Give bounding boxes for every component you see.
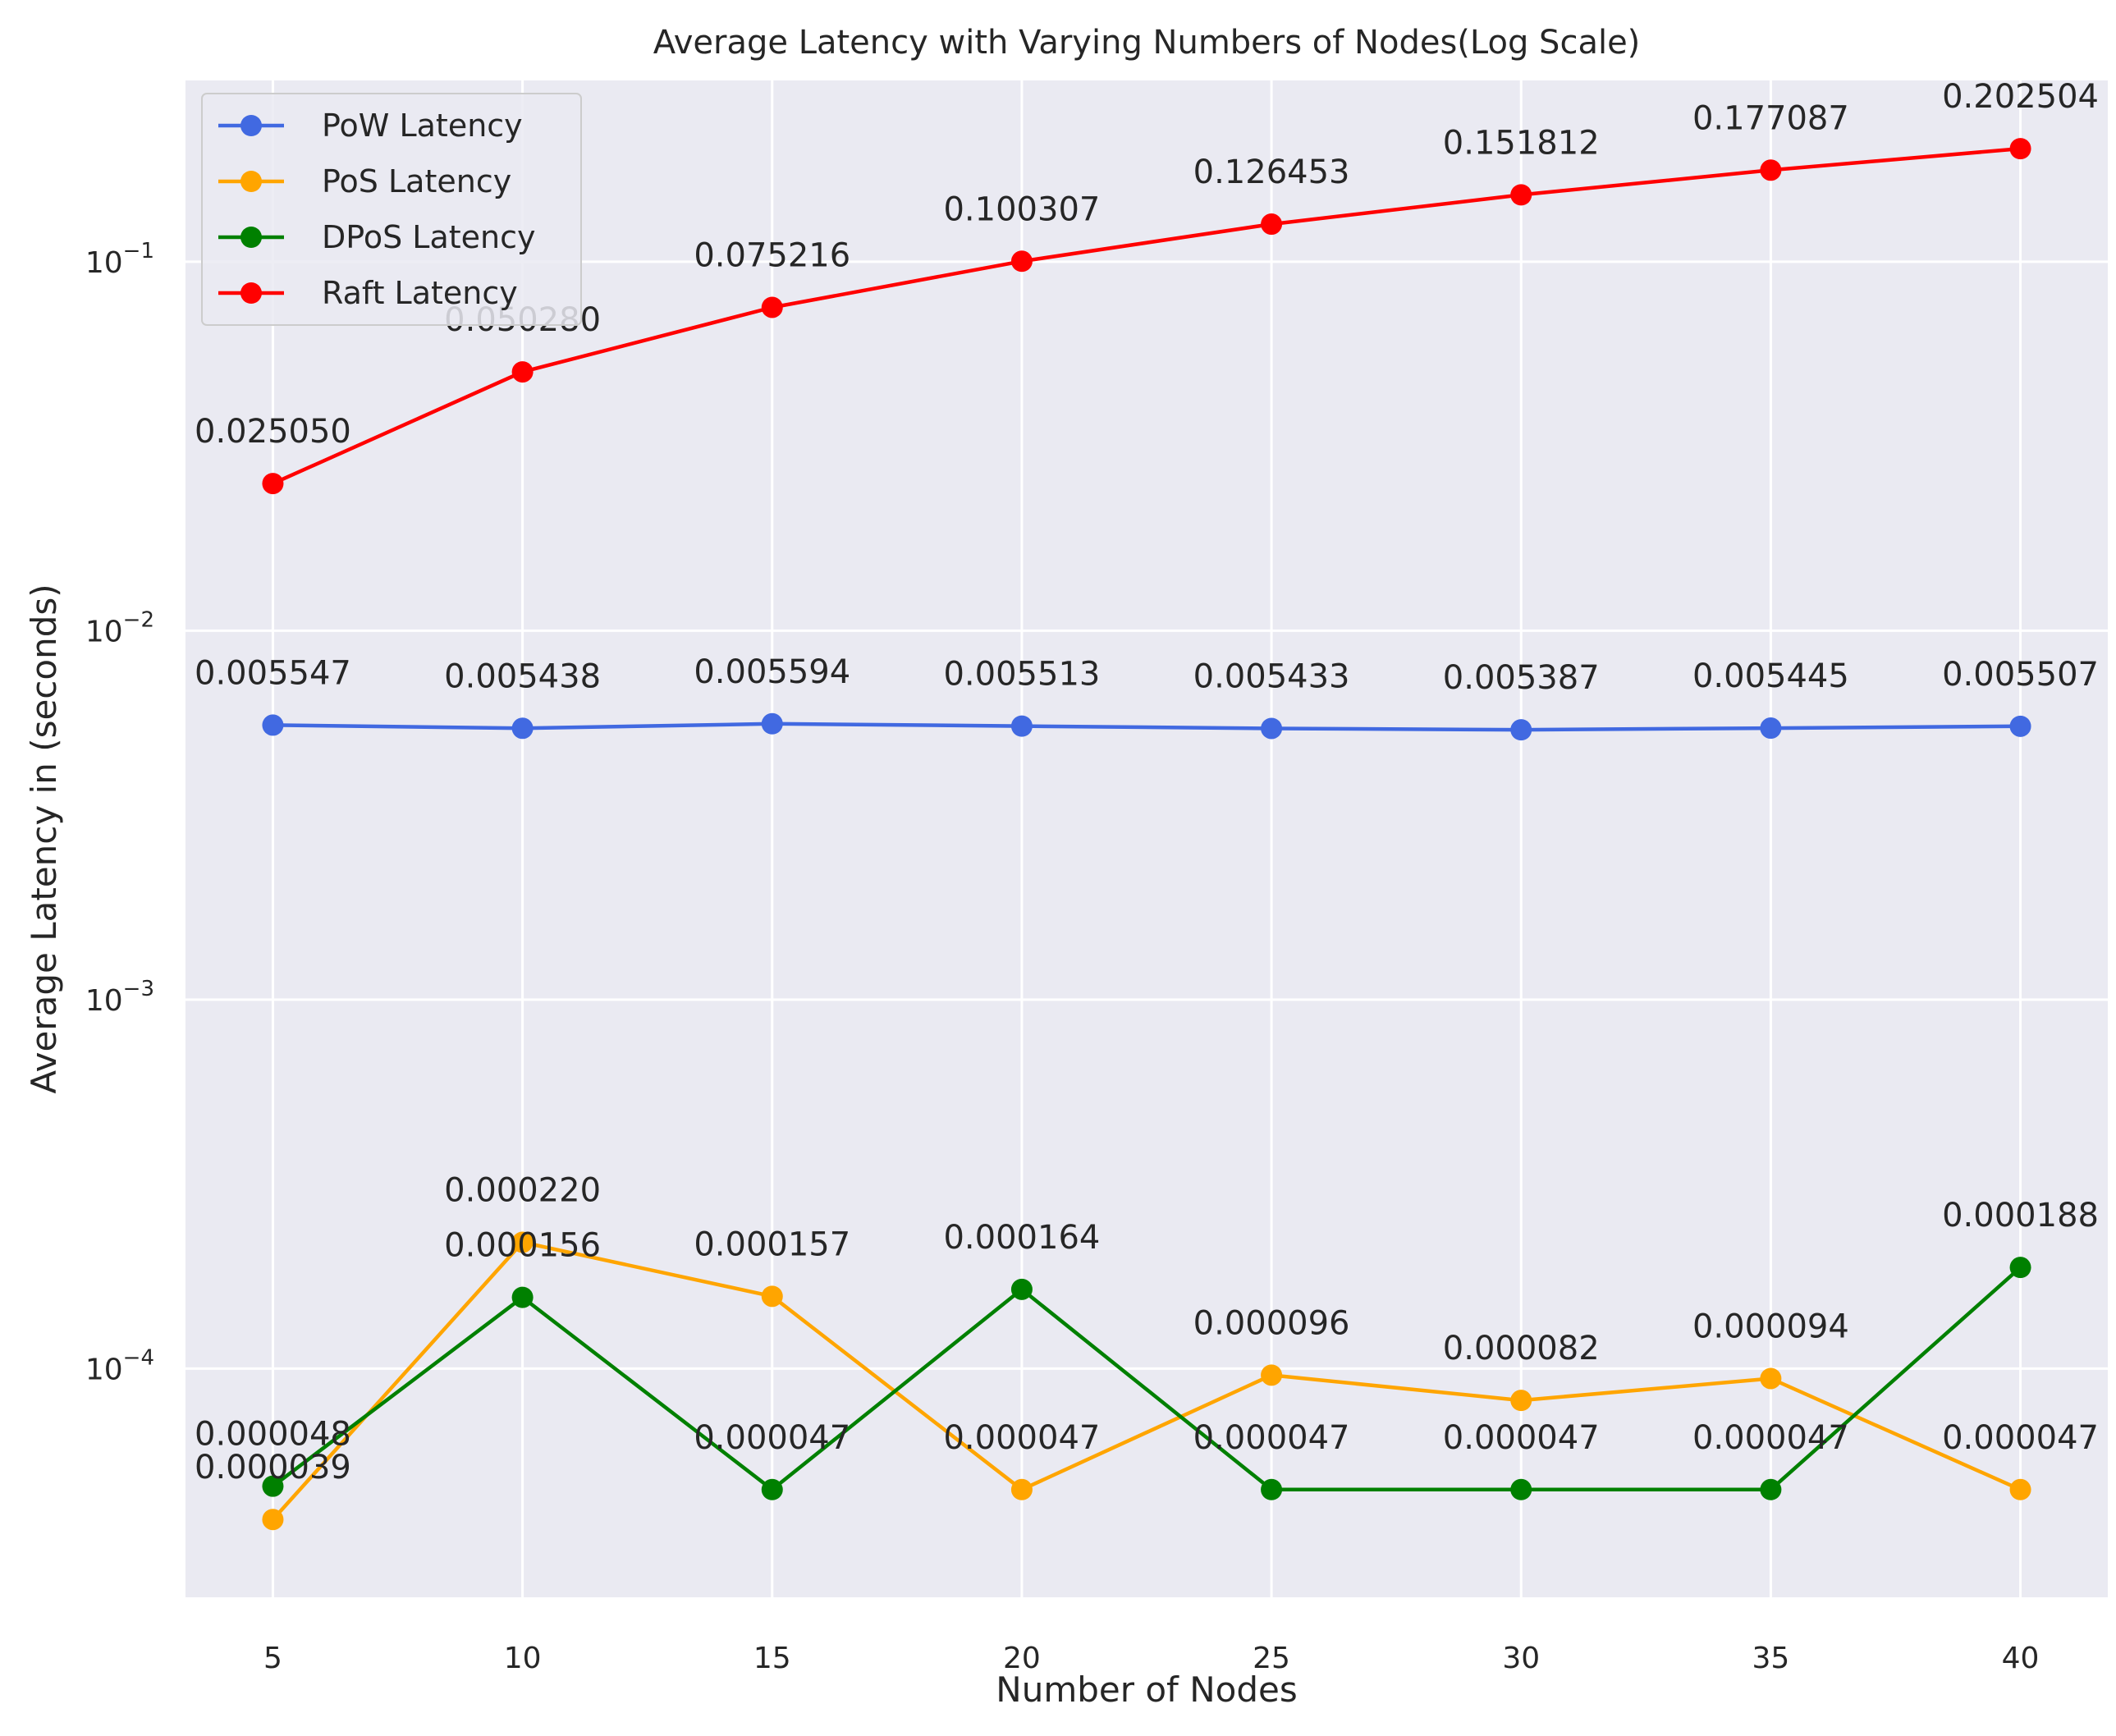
y-tick-label: 10−1 [85, 239, 154, 280]
y-axis-label: Average Latency in (seconds) [24, 584, 64, 1093]
data-point [1510, 184, 1532, 206]
data-label: 0.000047 [1443, 1419, 1600, 1457]
data-label: 0.151812 [1443, 124, 1600, 162]
data-label: 0.000039 [195, 1449, 351, 1486]
x-tick-label: 20 [1003, 1642, 1041, 1675]
legend-label: DPoS Latency [322, 219, 535, 255]
x-tick-label: 15 [753, 1642, 791, 1675]
x-tick-label: 25 [1253, 1642, 1290, 1675]
data-point [511, 717, 534, 740]
data-label: 0.000094 [1692, 1308, 1849, 1345]
data-label: 0.100307 [943, 190, 1100, 228]
data-point [1760, 717, 1782, 740]
data-point [2009, 1478, 2031, 1500]
data-point [1261, 1478, 1283, 1500]
data-label: 0.000047 [1193, 1419, 1350, 1457]
data-point [1261, 213, 1283, 236]
series-line [271, 1240, 2022, 1521]
data-label: 0.000047 [1692, 1419, 1849, 1457]
data-point [761, 712, 783, 735]
x-tick-label: 40 [2002, 1642, 2040, 1675]
data-point [1261, 717, 1283, 740]
x-tick-label: 30 [1502, 1642, 1540, 1675]
data-point [761, 1478, 783, 1500]
data-point [262, 714, 284, 736]
data-label: 0.075216 [694, 236, 850, 274]
chart-title: Average Latency with Varying Numbers of … [653, 24, 1641, 62]
data-label: 0.177087 [1692, 99, 1849, 137]
data-label: 0.005547 [195, 654, 351, 692]
x-tick-label: 10 [504, 1642, 542, 1675]
data-point [511, 1286, 534, 1308]
data-label: 0.000082 [1443, 1330, 1600, 1367]
data-label: 0.000096 [1193, 1304, 1350, 1342]
plot-background [185, 80, 2108, 1597]
legend-marker [240, 171, 262, 192]
data-label: 0.000157 [694, 1225, 850, 1263]
data-point [761, 296, 783, 318]
data-label: 0.126453 [1193, 153, 1350, 191]
data-label: 0.025050 [195, 413, 351, 451]
data-point [761, 1285, 783, 1308]
legend-marker [240, 282, 262, 304]
y-tick-label: 10−4 [85, 1345, 154, 1386]
legend-marker [240, 115, 262, 136]
data-point [262, 1509, 284, 1531]
legend-label: PoW Latency [322, 108, 523, 144]
data-label: 0.000156 [444, 1227, 601, 1265]
x-tick-label: 5 [263, 1642, 282, 1675]
data-point [1261, 1364, 1283, 1386]
series-line [273, 721, 2021, 732]
data-point [1010, 715, 1033, 737]
data-point [2009, 1257, 2031, 1279]
data-label: 0.005445 [1692, 657, 1849, 695]
data-point [511, 1231, 534, 1253]
data-point [2009, 138, 2031, 160]
series-layer [262, 138, 2031, 1531]
x-axis-label: Number of Nodes [996, 1670, 1297, 1710]
data-point [262, 1475, 284, 1497]
data-point [1010, 1278, 1033, 1300]
data-label: 0.005594 [694, 653, 850, 691]
data-point [511, 361, 534, 383]
data-label: 0.000048 [195, 1416, 351, 1454]
data-point [262, 473, 284, 495]
legend-box [201, 93, 582, 326]
y-tick-label: 10−3 [85, 977, 154, 1018]
x-tick-label: 35 [1752, 1642, 1789, 1675]
data-point [1010, 1478, 1033, 1500]
legend-label: PoS Latency [322, 163, 511, 199]
data-label: 0.000220 [444, 1171, 601, 1209]
series-line [272, 146, 2021, 486]
data-point [2009, 715, 2031, 737]
data-label: 0.000047 [943, 1419, 1100, 1457]
data-label: 0.005507 [1942, 656, 2099, 694]
data-label: 0.005438 [444, 657, 601, 695]
data-point [1760, 1478, 1782, 1500]
legend: PoW Latency PoS Latency DPoS Latency Raft L… [201, 93, 582, 326]
data-label: 0.000047 [1942, 1419, 2099, 1457]
data-point [1510, 1390, 1532, 1412]
data-label: 0.005433 [1193, 657, 1350, 695]
axis-ticks: 5 10 15 20 25 30 35 40 10−1 10−2 10−3 10−4 [85, 239, 2040, 1675]
data-point [1010, 250, 1033, 273]
data-point [1510, 1478, 1532, 1500]
data-label: 0.000047 [694, 1419, 850, 1457]
legend-label: Raft Latency [322, 275, 518, 311]
legend-marker [240, 227, 262, 248]
y-tick-label: 10−2 [85, 607, 154, 648]
data-point [1760, 159, 1782, 181]
data-label: 0.000188 [1942, 1197, 2099, 1234]
data-label: 0.005513 [943, 656, 1100, 694]
data-point [1760, 1367, 1782, 1390]
data-label: 0.202504 [1942, 78, 2099, 116]
series-line [272, 1266, 2022, 1492]
data-label: 0.000164 [943, 1219, 1100, 1257]
data-point [1510, 719, 1532, 741]
data-label: 0.005387 [1443, 659, 1600, 697]
